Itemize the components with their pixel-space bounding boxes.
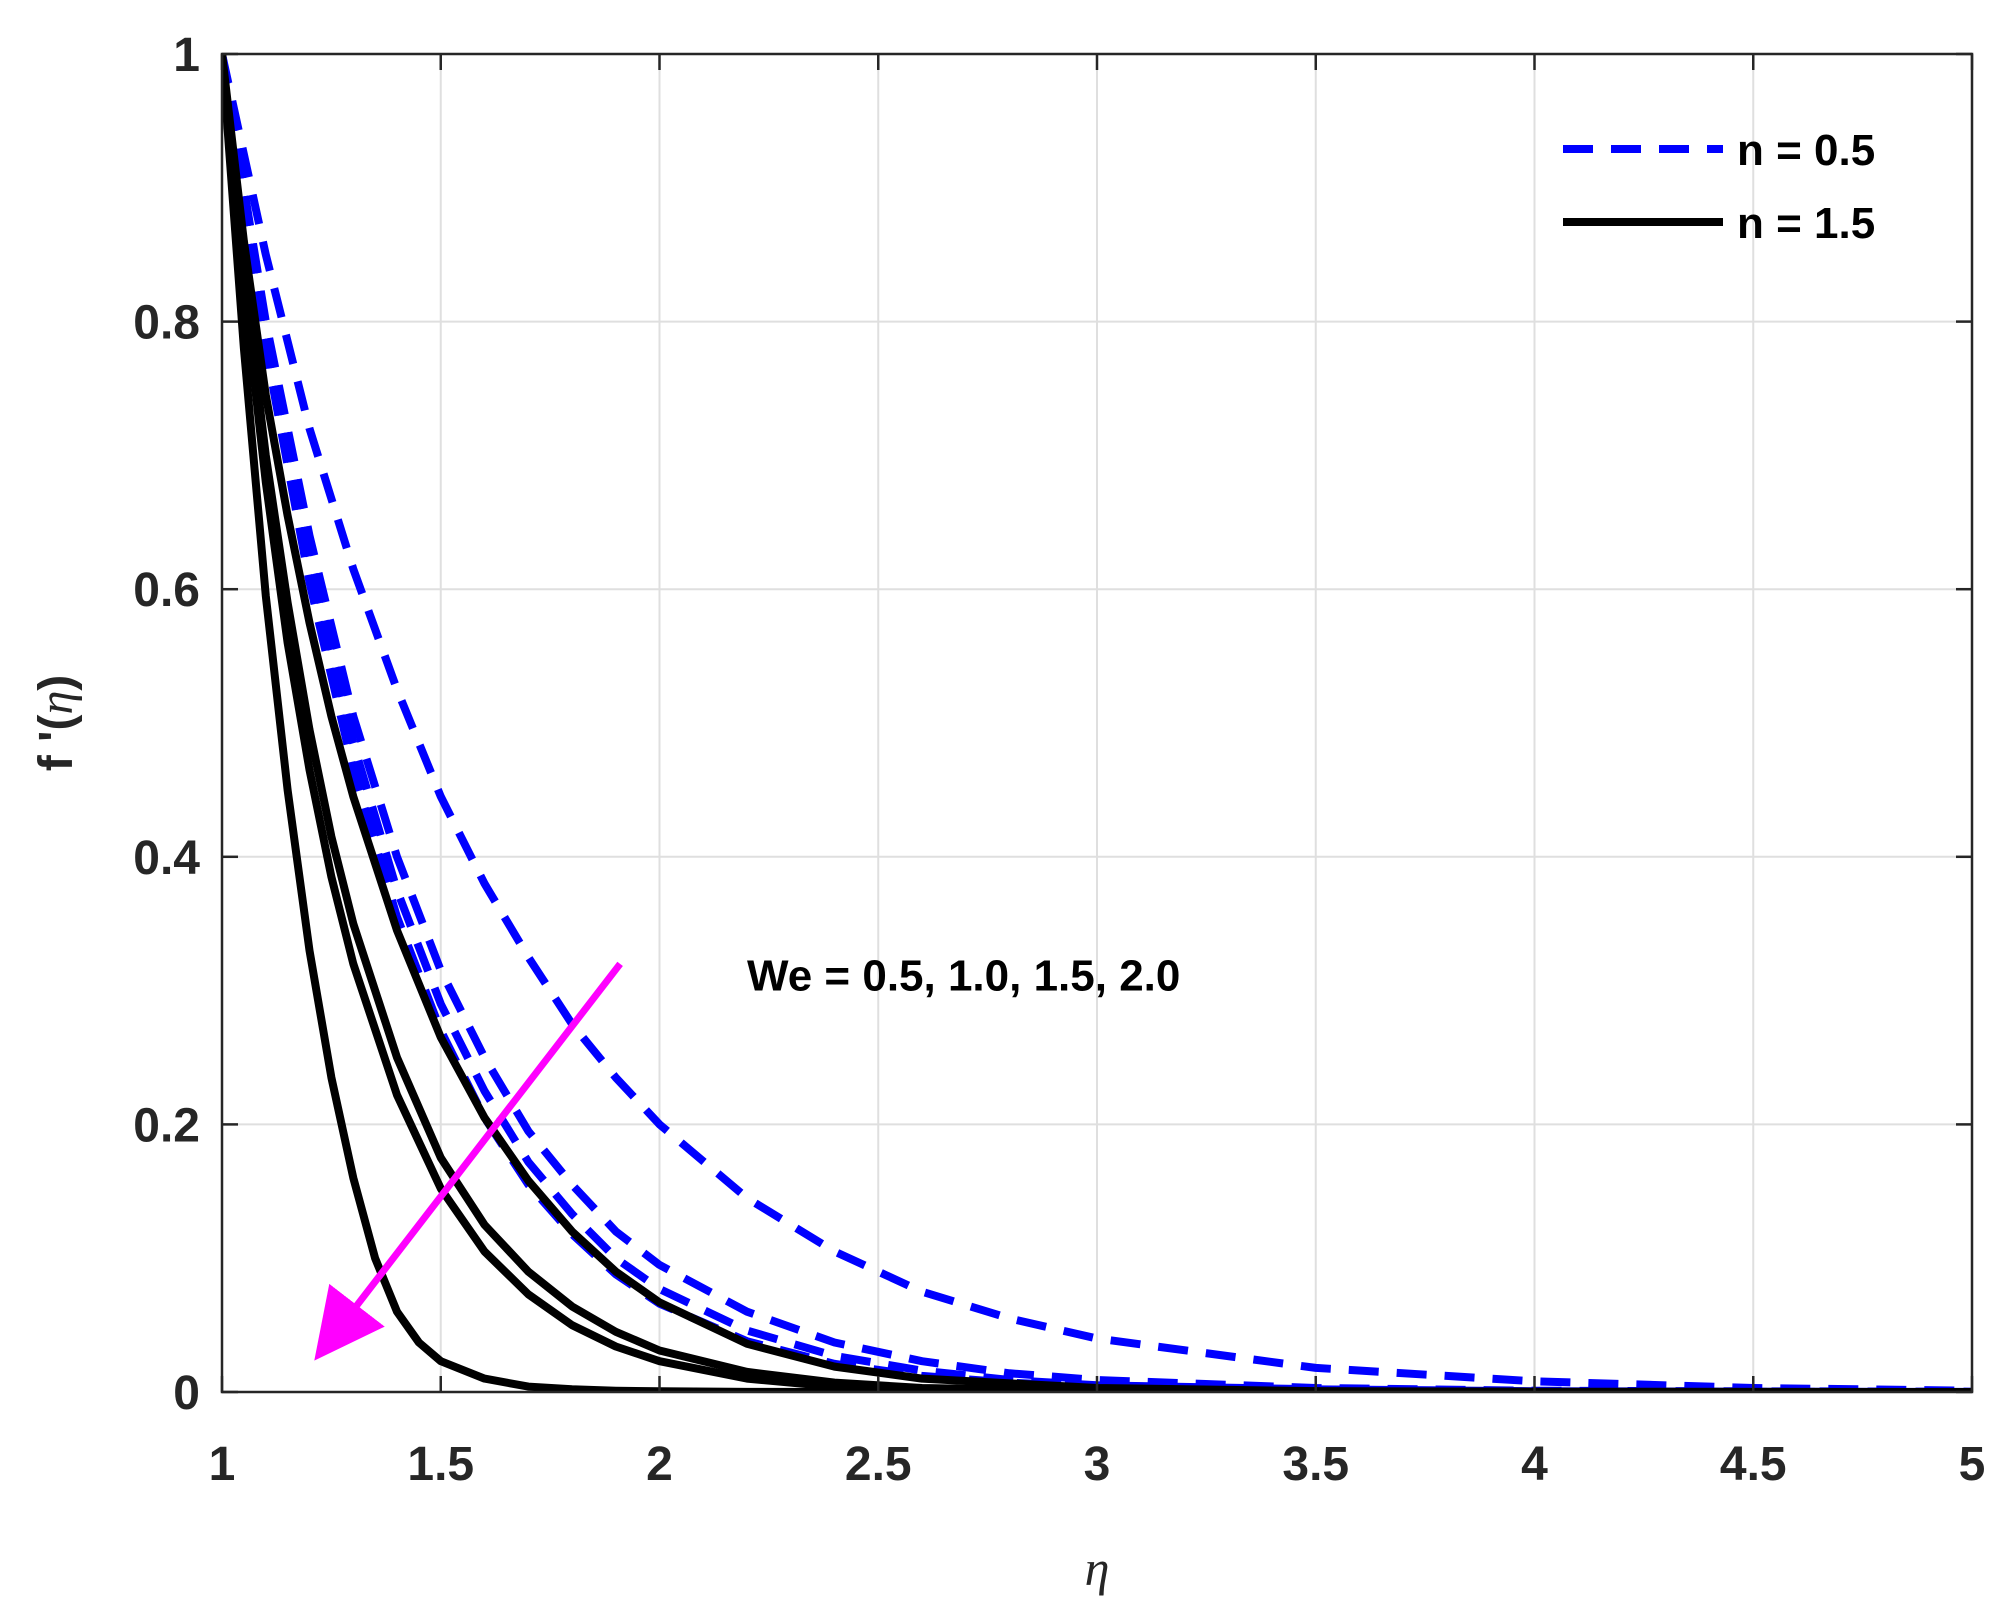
x-tick-label-2: 2	[646, 1438, 673, 1491]
series-line-n-0-5-we-0-5	[222, 54, 1972, 1392]
grid	[221, 53, 1973, 1393]
x-tick-label-6: 4	[1521, 1438, 1548, 1491]
y-axis-label-close: )	[30, 675, 83, 691]
y-tick-label-2: 0.4	[133, 832, 200, 885]
x-tick-label-5: 3.5	[1282, 1438, 1349, 1491]
legend: n = 0.5 n = 1.5	[1563, 126, 1875, 248]
y-axis-label: f '(η)	[30, 675, 83, 772]
x-tick-label-4: 3	[1084, 1438, 1111, 1491]
y-tick-label-1: 0.2	[133, 1099, 200, 1152]
we-direction-arrow	[314, 961, 623, 1361]
x-tick-label-0: 1	[209, 1438, 236, 1491]
ticks	[220, 52, 1974, 1394]
x-tick-label-1: 1.5	[407, 1438, 474, 1491]
x-axis-label: η	[1085, 1540, 1110, 1596]
x-tick-label-8: 5	[1959, 1438, 1986, 1491]
series-line-n-1-5-we-0-5	[222, 54, 1972, 1392]
we-annotation-text: We = 0.5, 1.0, 1.5, 2.0	[747, 952, 1180, 1001]
series-line-n-0-5-we-1	[222, 54, 1972, 1392]
y-tick-label-0: 0	[173, 1367, 200, 1420]
y-tick-label-4: 0.8	[133, 297, 200, 350]
y-tick-label-5: 1	[173, 29, 200, 82]
tick-labels: 1 1.5 2 2.5 3 3.5 4 4.5 5 0 0.2 0.4 0.6 0.8 1	[133, 29, 1985, 1491]
x-tick-label-7: 4.5	[1720, 1438, 1787, 1491]
legend-label-n-0-5: n = 0.5	[1737, 126, 1875, 175]
y-axis-label-var: η	[30, 691, 83, 715]
x-tick-label-3: 2.5	[845, 1438, 912, 1491]
legend-label-n-1-5: n = 1.5	[1737, 199, 1875, 248]
y-axis-label-main: f '(	[30, 715, 83, 772]
y-tick-label-3: 0.6	[133, 564, 200, 617]
